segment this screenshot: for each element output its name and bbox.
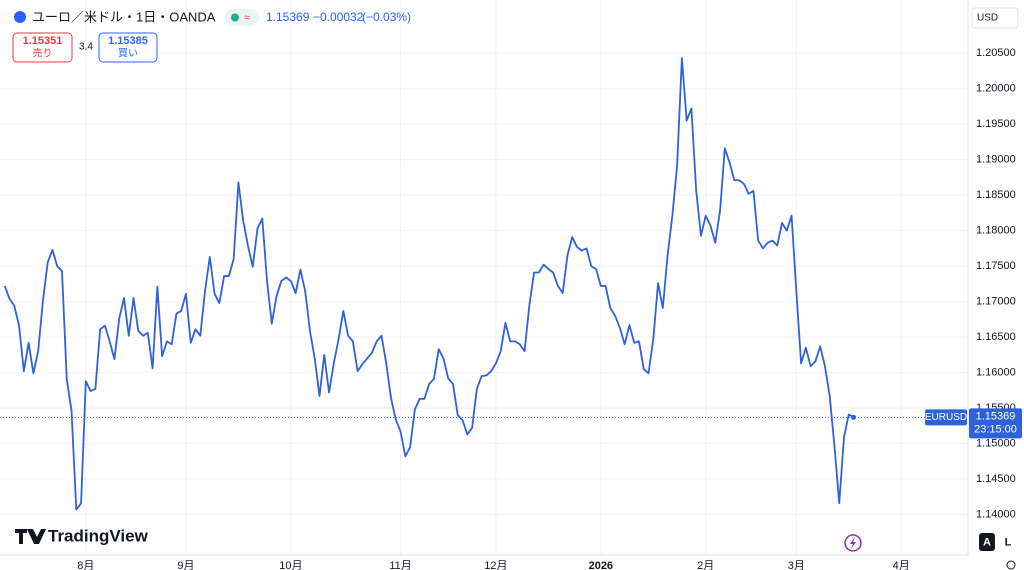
y-tick-label: 1.20500 xyxy=(976,47,1016,59)
x-tick-label: 4月 xyxy=(893,560,910,570)
logo: TradingView xyxy=(48,526,149,545)
y-tick-label: 1.14000 xyxy=(976,508,1016,520)
status-icon: ≈ xyxy=(244,12,250,24)
lightning-button[interactable] xyxy=(844,534,862,552)
y-tick-label: 1.17000 xyxy=(976,296,1016,308)
header-change-pct: (−0.03%) xyxy=(362,10,411,24)
x-tick-label: 2026 xyxy=(589,560,613,570)
logo-mark xyxy=(15,529,46,544)
price-tag-countdown: 23:15:00 xyxy=(974,423,1017,435)
settings-icon[interactable] xyxy=(1006,560,1016,570)
buy-price[interactable]: 1.15385 xyxy=(108,35,148,47)
sell-price[interactable]: 1.15351 xyxy=(23,35,63,47)
price-line xyxy=(3,57,855,511)
y-tick-label: 1.18500 xyxy=(976,189,1016,201)
x-tick-label: 9月 xyxy=(177,560,194,570)
y-tick-label: 1.15000 xyxy=(976,437,1016,449)
x-tick-label: 8月 xyxy=(77,560,94,570)
buy-label[interactable]: 買い xyxy=(118,48,138,60)
currency[interactable]: USD xyxy=(977,13,998,24)
status-badge xyxy=(225,9,259,26)
x-tick-label: 2月 xyxy=(697,560,714,570)
y-tick-label: 1.18000 xyxy=(976,225,1016,237)
sell-button[interactable] xyxy=(12,32,73,63)
y-tick-label: 1.19000 xyxy=(976,154,1016,166)
y-tick-label: 1.20000 xyxy=(976,83,1016,95)
y-tick-label: 1.16000 xyxy=(976,367,1016,379)
sell-label[interactable]: 売り xyxy=(33,47,53,60)
y-tick-label: 1.19500 xyxy=(976,118,1016,130)
last-point xyxy=(851,414,857,420)
auto-label[interactable]: A xyxy=(983,536,991,548)
grid-layer xyxy=(0,0,968,555)
header-price: 1.15369 xyxy=(266,10,310,24)
symbol-icon xyxy=(14,11,26,23)
status-dot xyxy=(231,13,239,22)
y-tick-label: 1.17500 xyxy=(976,260,1016,272)
symbol-tag xyxy=(925,409,967,426)
lightning-icon xyxy=(850,537,856,549)
y-tick-label: 1.16500 xyxy=(976,331,1016,343)
x-tick-label: 3月 xyxy=(788,560,805,570)
buy-button[interactable] xyxy=(98,32,158,63)
auto-button[interactable] xyxy=(979,533,995,551)
log-label[interactable]: L xyxy=(1005,536,1012,548)
y-tick-label: 1.14500 xyxy=(976,473,1016,485)
header-change: −0.00032 xyxy=(313,10,364,24)
x-tick-label: 12月 xyxy=(484,560,507,570)
price-tag-value: 1.15369 xyxy=(976,410,1016,422)
symbol-tag-label: EURUSD xyxy=(925,412,967,423)
spread: 3.4 xyxy=(79,42,93,53)
currency-button[interactable] xyxy=(971,7,1019,29)
price-tag xyxy=(969,408,1022,439)
x-tick-label: 10月 xyxy=(279,560,302,570)
symbol-title: ユーロ／米ドル・1日・OANDA xyxy=(32,9,216,24)
x-tick-label: 11月 xyxy=(389,560,411,570)
